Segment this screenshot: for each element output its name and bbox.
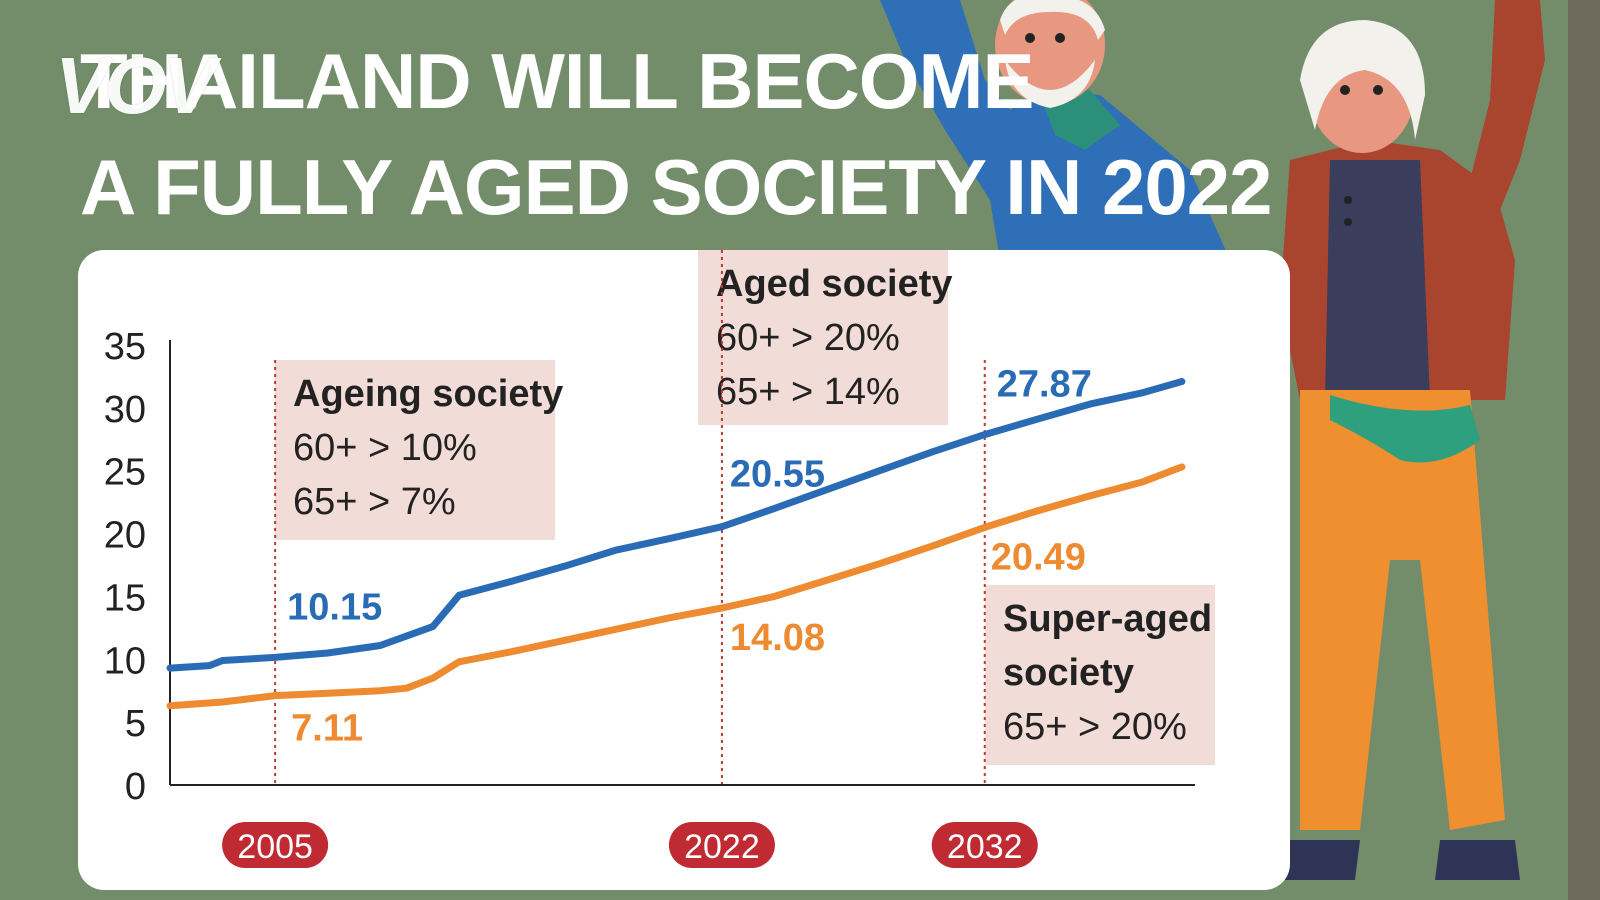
annotation-line: 60+ > 20% xyxy=(716,317,900,359)
year-badge-label: 2022 xyxy=(684,828,760,866)
series-line-1 xyxy=(166,463,1186,710)
annotation-title: Ageing society xyxy=(293,373,563,415)
y-tick-label: 25 xyxy=(104,452,146,494)
point-label: 20.49 xyxy=(991,536,1086,578)
annotation-box xyxy=(275,360,555,540)
y-tick-label: 0 xyxy=(125,766,146,808)
annotation-line: 65+ > 14% xyxy=(716,371,900,413)
y-tick-label: 30 xyxy=(104,389,146,431)
infographic-title: THAILAND WILL BECOME A FULLY AGED SOCIET… xyxy=(80,28,1272,240)
year-badge xyxy=(668,822,775,868)
year-badge xyxy=(931,822,1038,868)
series-lines xyxy=(166,378,1186,710)
point-label: 20.55 xyxy=(730,454,825,496)
point-labels: 10.15 20.55 27.87 7.11 14.08 20.49 xyxy=(287,364,1092,750)
annotation-line: 65+ > 20% xyxy=(1003,706,1187,748)
point-label: 7.11 xyxy=(291,708,363,750)
annotation-title: Super-aged xyxy=(1003,598,1212,640)
texture-strip xyxy=(1568,0,1600,900)
annotation-boxes: Ageing society 60+ > 10% 65+ > 7% Aged soci… xyxy=(275,250,1215,765)
vov-logo: VOV xyxy=(55,41,216,130)
annotation-line: 65+ > 7% xyxy=(293,481,456,523)
title-line-1: THAILAND WILL BECOME xyxy=(80,37,1034,125)
milestone-markers xyxy=(274,250,986,785)
annotation-line: 60+ > 10% xyxy=(293,427,477,469)
year-badge-label: 2032 xyxy=(947,828,1023,866)
series-line-0 xyxy=(166,378,1186,672)
annotation-title: Aged society xyxy=(716,263,953,305)
year-badge-label: 2005 xyxy=(237,828,313,866)
annotation-box xyxy=(698,250,948,425)
point-label: 27.87 xyxy=(997,364,1092,406)
chart-card xyxy=(78,250,1290,890)
y-tick-label: 5 xyxy=(125,703,146,745)
woman-figure xyxy=(1255,0,1545,880)
annotation-box xyxy=(985,585,1215,765)
y-tick-label: 10 xyxy=(104,640,146,682)
y-tick-label: 15 xyxy=(104,577,146,619)
title-line-2: A FULLY AGED SOCIETY IN 2022 xyxy=(80,143,1272,231)
point-label: 10.15 xyxy=(287,586,382,628)
y-tick-label: 35 xyxy=(104,326,146,368)
year-badges: 2005 2022 2032 xyxy=(222,822,1038,868)
chart-axes: 0 5 10 15 20 25 30 35 xyxy=(104,326,1195,808)
y-tick-label: 20 xyxy=(104,515,146,557)
year-badge xyxy=(222,822,329,868)
point-label: 14.08 xyxy=(730,617,825,659)
man-figure xyxy=(880,0,1230,260)
annotation-line: society xyxy=(1003,652,1134,694)
